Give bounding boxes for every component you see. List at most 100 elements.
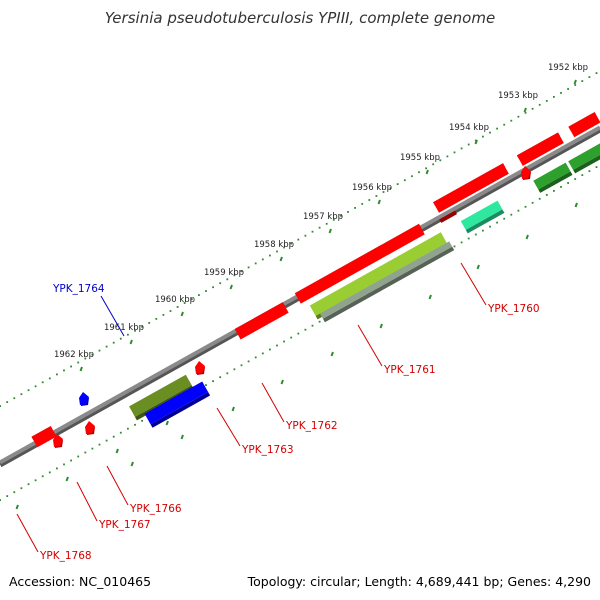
- scale-tick-upper: [229, 284, 233, 290]
- scale-tick-lower: [65, 476, 69, 482]
- scale-dot-lower: [112, 435, 115, 438]
- scale-dot-lower: [304, 328, 307, 331]
- scale-dot-lower: [219, 376, 222, 379]
- gene-label-leader: [216, 407, 241, 447]
- scale-dot-upper: [127, 333, 129, 336]
- scale-tick-lower: [280, 379, 284, 385]
- scale-dot-upper: [304, 234, 307, 237]
- scale-tick-lower: [15, 504, 19, 510]
- scale-tick-lower: [330, 351, 334, 357]
- scale-dot-upper: [6, 401, 9, 403]
- gene-box: [533, 162, 573, 193]
- scale-dot-lower: [538, 197, 541, 200]
- gene-box-side: [465, 209, 505, 234]
- gene-arrow-top: [521, 166, 531, 179]
- gene-box-side: [538, 171, 573, 193]
- scale-dot-upper: [411, 175, 413, 178]
- gene-box-side: [439, 210, 457, 223]
- scale-tick-lower: [525, 234, 529, 240]
- scale-dot-upper: [84, 357, 87, 360]
- gene-box-end: [565, 162, 573, 175]
- scale-dot-upper: [219, 282, 222, 285]
- scale-dot-upper: [368, 199, 371, 201]
- scale-dot-lower: [70, 459, 72, 462]
- scale-dot-lower: [0, 499, 1, 501]
- gene-box-top: [568, 143, 600, 170]
- scale-dot-upper: [198, 294, 200, 296]
- gene-arrow-top: [195, 361, 205, 374]
- scale-dot-upper: [375, 195, 378, 197]
- scale-dot-lower: [48, 471, 51, 474]
- scale-dot-upper: [240, 270, 243, 273]
- scale-dot-upper: [141, 325, 143, 328]
- scale-dot-lower: [467, 237, 470, 240]
- scale-dot-upper: [403, 179, 406, 182]
- scale-dot-upper: [20, 393, 23, 396]
- scale-dot-lower: [212, 380, 214, 383]
- scale-dot-upper: [389, 187, 392, 189]
- scale-dot-lower: [6, 495, 9, 497]
- scale-dot-upper: [453, 151, 456, 154]
- scale-dot-lower: [510, 213, 513, 216]
- gene-label: YPK_1764: [52, 283, 105, 295]
- scale-dot-upper: [545, 100, 548, 102]
- scale-tick-label: 1952 kbp: [548, 63, 588, 73]
- gene-label-leader: [357, 324, 383, 367]
- scale-tick-lower: [379, 323, 383, 329]
- scale-dot-upper: [382, 191, 385, 193]
- scale-tick-upper: [573, 79, 577, 85]
- scale-dot-lower: [290, 336, 293, 339]
- scale-dot-upper: [190, 298, 193, 300]
- scale-dot-upper: [531, 107, 534, 110]
- scale-dot-upper: [91, 353, 94, 356]
- scale-tick-upper: [523, 107, 527, 113]
- scale-dot-lower: [588, 170, 591, 172]
- scale-dot-lower: [91, 447, 94, 450]
- scale-ticks: 1952 kbp 1953 kbp 1954 kbp 1955 kbp 1956 kbp…: [15, 63, 588, 510]
- scale-dot-lower: [119, 431, 122, 434]
- scale-dot-lower: [503, 217, 506, 220]
- scale-dot-lower: [517, 209, 520, 212]
- gene-labels: YPK_1760 YPK_1761 YPK_1762 YPK_1763 YPK_1764…: [16, 262, 540, 562]
- gene-label: YPK_1762: [285, 420, 338, 432]
- gene-arrow-top: [85, 421, 95, 434]
- scale-tick-upper: [79, 366, 83, 372]
- scale-dot-upper: [460, 147, 463, 150]
- scale-dot-upper: [212, 286, 214, 289]
- scale-dot-lower: [134, 423, 136, 426]
- scale-dot-lower: [545, 194, 548, 196]
- scale-tick-lower: [428, 294, 432, 300]
- scale-dot-upper: [538, 103, 541, 106]
- gene-label: YPK_1761: [383, 364, 436, 376]
- gene-arrow-top: [53, 434, 63, 447]
- scale-dot-upper: [105, 345, 108, 348]
- scale-dot-upper: [524, 111, 527, 114]
- gene-label: YPK_1760: [487, 303, 540, 315]
- gene-box: [460, 200, 505, 234]
- gene-box-end: [440, 232, 449, 247]
- scale-dot-lower: [460, 241, 463, 244]
- scale-dot-upper: [425, 167, 427, 170]
- scale-tick-label: 1956 kbp: [352, 183, 392, 193]
- gene-label-leader: [16, 513, 39, 553]
- gene-box-top: [568, 112, 600, 138]
- scale-dot-upper: [63, 369, 65, 372]
- scale-tick-upper: [129, 339, 133, 345]
- scale-dot-upper: [226, 278, 229, 281]
- scale-dot-upper: [290, 242, 293, 245]
- gene-box: [568, 143, 600, 174]
- scale-dot-lower: [489, 225, 491, 228]
- gene-box: [433, 163, 511, 213]
- gene-label-leader: [100, 295, 125, 337]
- scale-dot-lower: [98, 443, 101, 446]
- gene-box-side: [573, 154, 600, 174]
- scale-dot-upper: [482, 135, 484, 138]
- scale-tick-lower: [574, 202, 578, 208]
- scale-dot-lower: [574, 178, 577, 180]
- scale-dot-upper: [354, 207, 356, 209]
- scale-tick-upper: [180, 311, 184, 317]
- scale-tick-lower: [165, 420, 169, 426]
- scale-dot-upper: [503, 123, 506, 126]
- gene-label: YPK_1768: [39, 550, 92, 562]
- scale-dot-upper: [418, 171, 420, 174]
